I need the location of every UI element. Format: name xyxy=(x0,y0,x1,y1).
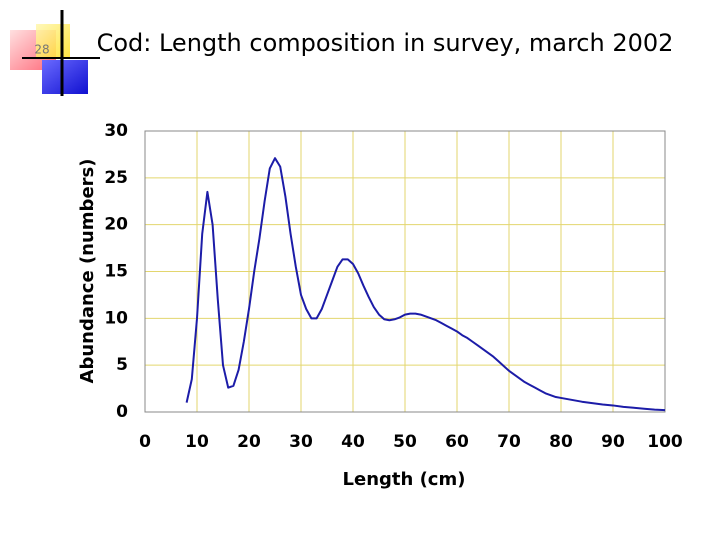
x-tick-label: 40 xyxy=(341,432,365,452)
x-tick-label: 60 xyxy=(445,432,469,452)
decor-yellow xyxy=(36,24,70,58)
x-tick-label: 10 xyxy=(185,432,209,452)
y-tick-label: 20 xyxy=(104,215,128,235)
slide-number: 28 xyxy=(34,43,49,57)
x-axis-label: Length (cm) xyxy=(343,469,466,490)
plot-border xyxy=(144,130,666,413)
x-tick-label: 50 xyxy=(393,432,417,452)
x-tick-label: 80 xyxy=(549,432,573,452)
x-tick-label: 70 xyxy=(497,432,521,452)
y-tick-label: 30 xyxy=(104,121,128,141)
decor-blue xyxy=(42,60,88,94)
y-axis-label: Abundance (numbers) xyxy=(77,159,98,384)
x-tick-label: 90 xyxy=(601,432,625,452)
x-tick-label: 20 xyxy=(237,432,261,452)
y-tick-label: 25 xyxy=(104,168,128,188)
data-line xyxy=(185,157,666,412)
x-tick-label: 0 xyxy=(139,432,151,452)
x-tick-label: 30 xyxy=(289,432,313,452)
y-tick-label: 15 xyxy=(104,262,128,282)
y-tick-label: 0 xyxy=(116,402,128,422)
x-tick-label: 100 xyxy=(647,432,683,452)
y-tick-label: 5 xyxy=(116,355,128,375)
y-tick-label: 10 xyxy=(104,308,128,328)
slide-title: Cod: Length composition in survey, march… xyxy=(97,29,674,57)
